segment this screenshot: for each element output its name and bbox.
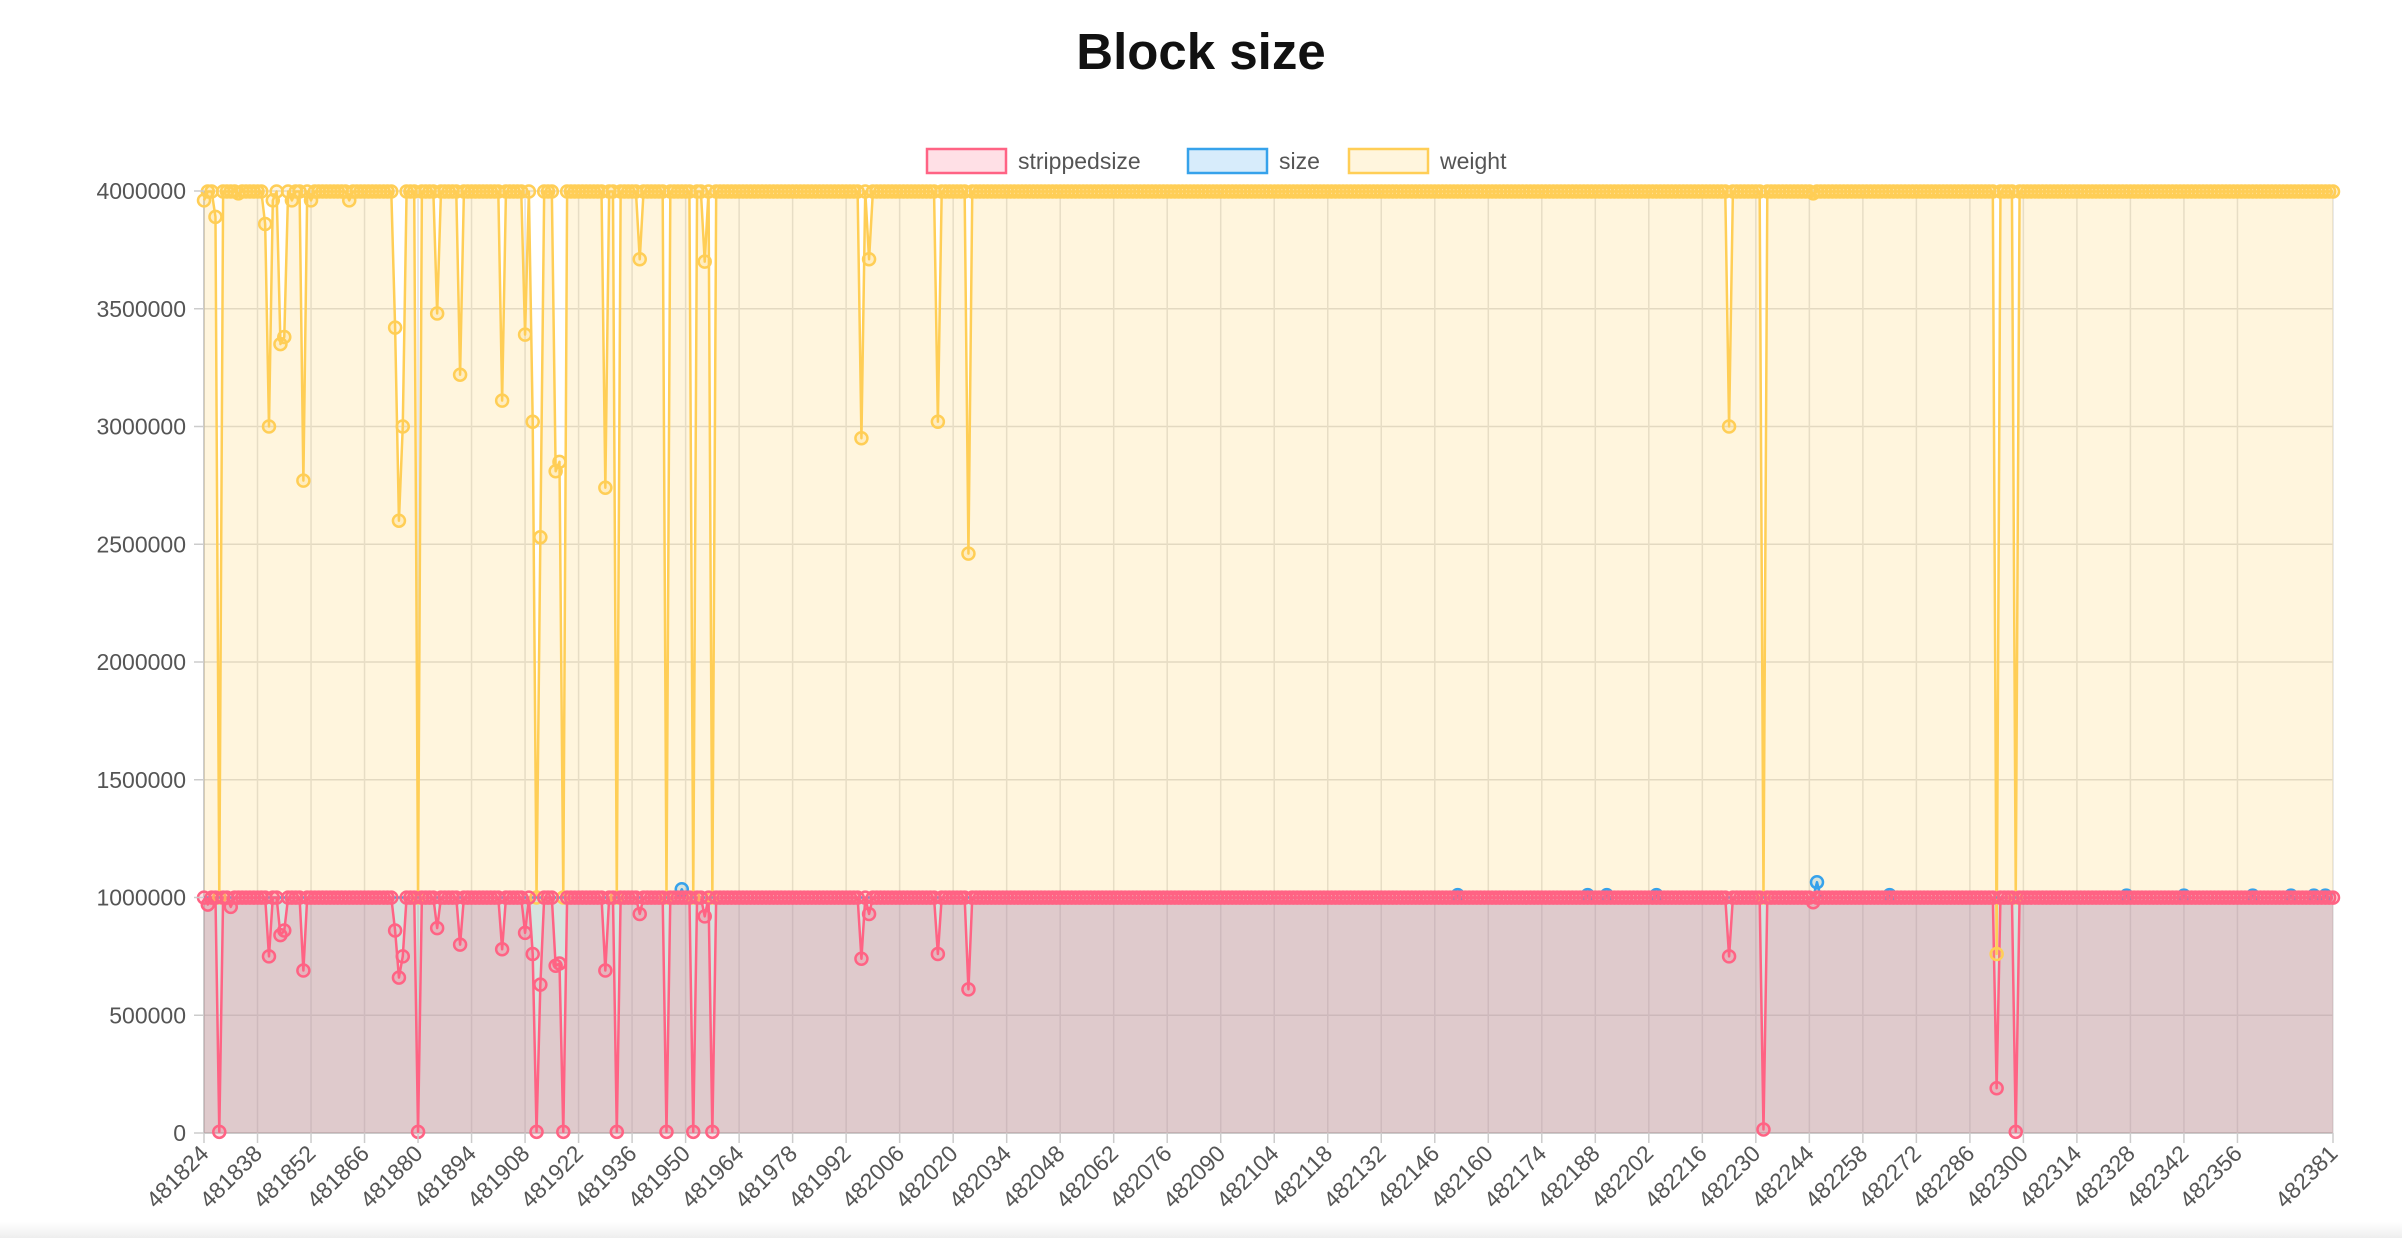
strippedsize-point bbox=[544, 890, 560, 905]
strippedsize-point bbox=[529, 1124, 544, 1140]
weight-point bbox=[1721, 419, 1737, 434]
weight-point bbox=[1989, 946, 2004, 962]
strippedsize-point bbox=[296, 963, 311, 978]
strippedsize-point bbox=[1756, 1122, 1771, 1137]
x-tick-label: 482381 bbox=[2270, 1140, 2343, 1213]
weight-point bbox=[204, 184, 219, 199]
weight-point bbox=[517, 327, 533, 342]
strippedsize-point bbox=[2008, 1124, 2023, 1140]
strippedsize-legend-swatch bbox=[925, 147, 1008, 175]
strippedsize-point bbox=[521, 890, 537, 905]
strippedsize-point bbox=[930, 946, 946, 962]
series-points bbox=[196, 184, 2341, 1140]
y-tick-label: 1000000 bbox=[96, 885, 186, 911]
weight-point bbox=[521, 184, 537, 199]
weight-point bbox=[257, 216, 273, 232]
strippedsize-point bbox=[632, 906, 647, 922]
weight-point bbox=[452, 367, 468, 382]
strippedsize-point bbox=[269, 890, 284, 905]
weight-point bbox=[277, 329, 292, 345]
strippedsize-point bbox=[384, 890, 399, 905]
strippedsize-point bbox=[277, 923, 292, 938]
strippedsize-point bbox=[452, 937, 468, 952]
strippedsize-point bbox=[705, 1124, 720, 1140]
y-tick-label: 0 bbox=[173, 1120, 186, 1146]
weight-point bbox=[697, 254, 712, 269]
strippedsize-point bbox=[533, 977, 548, 992]
size-point bbox=[1809, 874, 1825, 890]
weight-point bbox=[544, 184, 560, 199]
strippedsize-point bbox=[854, 951, 869, 966]
strippedsize-point bbox=[1989, 1081, 2004, 1096]
strippedsize-point bbox=[212, 1124, 227, 1140]
size-legend-swatch bbox=[1186, 147, 1269, 175]
weight-point bbox=[961, 546, 976, 561]
chart-title: Block size bbox=[1076, 23, 1326, 80]
strippedsize-point bbox=[261, 949, 277, 964]
y-tick-label: 2000000 bbox=[96, 649, 186, 675]
weight-point bbox=[384, 184, 399, 199]
weight-point bbox=[391, 513, 407, 528]
weight-point bbox=[854, 431, 869, 446]
y-tick-label: 3500000 bbox=[96, 296, 186, 322]
strippedsize-point bbox=[494, 942, 510, 957]
weight-point bbox=[525, 414, 540, 430]
strippedsize-point bbox=[961, 982, 976, 997]
strippedsize-legend-label[interactable]: strippedsize bbox=[1018, 148, 1141, 174]
y-tick-label: 2500000 bbox=[96, 531, 186, 557]
strippedsize-point bbox=[686, 1124, 701, 1140]
y-tick-label: 4000000 bbox=[96, 178, 186, 204]
strippedsize-area bbox=[204, 897, 2333, 1133]
size-area bbox=[204, 882, 2333, 1133]
weight-point bbox=[208, 209, 223, 225]
weight-point bbox=[930, 414, 946, 430]
strippedsize-point bbox=[609, 1124, 625, 1140]
bottom-edge-shadow bbox=[0, 1222, 2402, 1238]
weight-point bbox=[632, 252, 647, 267]
weight-point bbox=[296, 473, 311, 488]
weight-point bbox=[598, 480, 613, 495]
strippedsize-point bbox=[517, 925, 533, 941]
strippedsize-point bbox=[2325, 890, 2341, 905]
size-legend-label[interactable]: size bbox=[1279, 148, 1320, 174]
weight-point bbox=[861, 252, 877, 267]
weight-point bbox=[429, 306, 445, 321]
weight-point bbox=[254, 184, 269, 199]
weight-point bbox=[261, 419, 277, 434]
weight-legend-label[interactable]: weight bbox=[1439, 148, 1507, 174]
weight-legend-swatch bbox=[1347, 147, 1430, 175]
weight-point bbox=[494, 393, 510, 408]
strippedsize-point bbox=[1721, 949, 1737, 964]
strippedsize-point bbox=[387, 923, 403, 938]
weight-point bbox=[273, 336, 288, 352]
strippedsize-point bbox=[861, 906, 877, 922]
strippedsize-point bbox=[556, 1124, 571, 1140]
legend[interactable]: strippedsize size weight bbox=[925, 147, 1507, 175]
weight-point bbox=[552, 454, 567, 470]
weight-point bbox=[269, 184, 284, 199]
strippedsize-point bbox=[598, 963, 613, 978]
y-tick-label: 500000 bbox=[109, 1002, 186, 1028]
weight-point bbox=[2325, 184, 2341, 199]
strippedsize-point bbox=[552, 956, 567, 971]
weight-point bbox=[387, 320, 403, 335]
weight-point bbox=[533, 529, 548, 545]
strippedsize-point bbox=[525, 946, 540, 962]
strippedsize-point bbox=[659, 1124, 674, 1140]
strippedsize-point bbox=[395, 949, 411, 964]
y-tick-label: 3000000 bbox=[96, 414, 186, 440]
strippedsize-point bbox=[429, 920, 445, 936]
strippedsize-point bbox=[391, 970, 407, 985]
y-tick-label: 1500000 bbox=[96, 767, 186, 793]
strippedsize-point bbox=[697, 909, 712, 924]
weight-point bbox=[395, 419, 411, 434]
